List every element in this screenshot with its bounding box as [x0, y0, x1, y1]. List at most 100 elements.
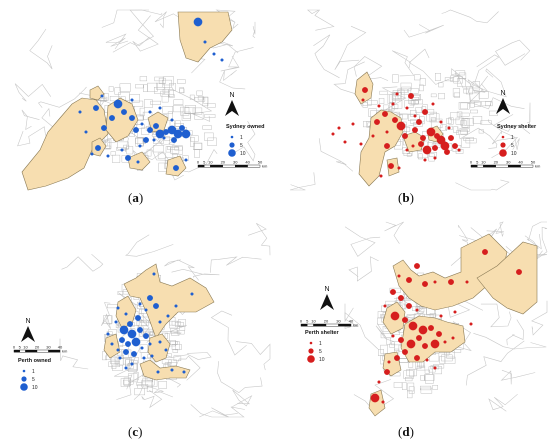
data-point [439, 120, 443, 124]
suburb-boundary [106, 304, 119, 309]
data-point [337, 126, 341, 130]
data-point [116, 348, 120, 352]
legend-label: 5 [511, 143, 514, 149]
legend: Sydney owned 1 5 10 [226, 124, 265, 157]
data-point [414, 263, 420, 269]
data-point [203, 40, 207, 44]
legend-label: 10 [32, 385, 38, 391]
data-point [118, 356, 122, 360]
scale-tick-label: 10 [311, 319, 316, 324]
road-line [168, 149, 218, 181]
data-point [444, 149, 450, 155]
scale-unit-label: km [353, 323, 359, 328]
data-point [144, 308, 148, 312]
suburb-boundary [463, 88, 469, 94]
road-line [101, 302, 111, 329]
region-polygon [139, 359, 191, 381]
suburb-boundary [176, 79, 186, 84]
data-point [413, 114, 417, 118]
suburb-boundary [392, 90, 401, 99]
data-point [110, 342, 114, 346]
data-point [143, 333, 149, 339]
suburb-boundary [406, 369, 417, 377]
data-point [416, 119, 422, 125]
road-line [154, 11, 188, 29]
suburb-boundary [146, 386, 154, 392]
scale-segment [470, 164, 478, 168]
data-point [402, 349, 408, 355]
suburb-boundary [393, 91, 399, 97]
suburb-boundary [194, 96, 206, 102]
data-point [362, 87, 368, 93]
suburb-boundary [179, 88, 185, 94]
suburb-boundary [419, 78, 426, 86]
data-point [448, 135, 454, 141]
scale-tick-label: 5 [476, 160, 479, 165]
road-line [334, 25, 367, 70]
road-line [171, 86, 213, 122]
north-label: N [324, 286, 329, 293]
legend-symbol [499, 149, 507, 157]
data-point [179, 125, 185, 131]
suburb-boundary [143, 99, 153, 108]
suburb-boundary [457, 77, 466, 87]
road-line [190, 404, 245, 418]
legend-label: 5 [240, 143, 243, 149]
region-polygon [476, 241, 538, 315]
data-point [433, 366, 437, 370]
scale-tick-label: 10 [23, 345, 28, 350]
suburb-boundary [458, 72, 467, 80]
suburb-boundary [137, 384, 149, 389]
suburb-boundary [136, 320, 147, 327]
data-point [130, 362, 134, 366]
data-point [388, 163, 394, 169]
scale-segment [234, 164, 248, 168]
scale-segment [210, 164, 223, 168]
suburb-boundary [171, 320, 181, 326]
data-point [129, 115, 135, 121]
suburb-boundary [117, 291, 123, 296]
suburb-boundary [174, 122, 184, 127]
suburb-boundary [203, 132, 214, 141]
data-point [408, 93, 414, 99]
suburb-boundary [123, 377, 131, 386]
data-point [121, 109, 127, 115]
data-point [153, 123, 159, 129]
legend-symbol [229, 142, 235, 148]
suburb-boundary [108, 86, 114, 92]
data-point [398, 337, 404, 343]
suburb-boundary [112, 364, 123, 371]
north-arrow-shape [225, 100, 239, 116]
suburb-boundary [406, 390, 413, 399]
data-point [109, 115, 115, 121]
point-layer [331, 87, 461, 178]
suburb-boundary [380, 333, 392, 339]
data-point [436, 331, 442, 337]
suburb-boundary [184, 105, 197, 114]
suburb-boundary [448, 117, 454, 125]
suburb-boundary [174, 341, 180, 351]
road-line [232, 389, 253, 407]
region-layer [368, 233, 538, 417]
suburb-boundary [429, 151, 437, 157]
road-line [59, 338, 89, 370]
scale-tick-label: 5 [306, 319, 309, 324]
suburb-boundary [380, 344, 388, 354]
region-polygon [89, 85, 105, 101]
suburb-boundary [153, 86, 166, 94]
data-point [433, 280, 437, 284]
scale-tick-label: 40 [245, 160, 250, 165]
region-polygon [392, 233, 508, 311]
panel-c-map: N 0 5 10 20 30 40 km Perth owned 1 5 10 [0, 212, 275, 426]
suburb-boundary [434, 72, 441, 81]
suburb-boundary [122, 356, 132, 365]
road-line [468, 82, 525, 110]
suburb-boundary [397, 89, 405, 99]
data-point [171, 137, 177, 143]
panel-a-map: N Sydney owned 1 5 10 0 5 10 20 30 40 50 km [0, 0, 275, 200]
point-layer [78, 17, 224, 171]
